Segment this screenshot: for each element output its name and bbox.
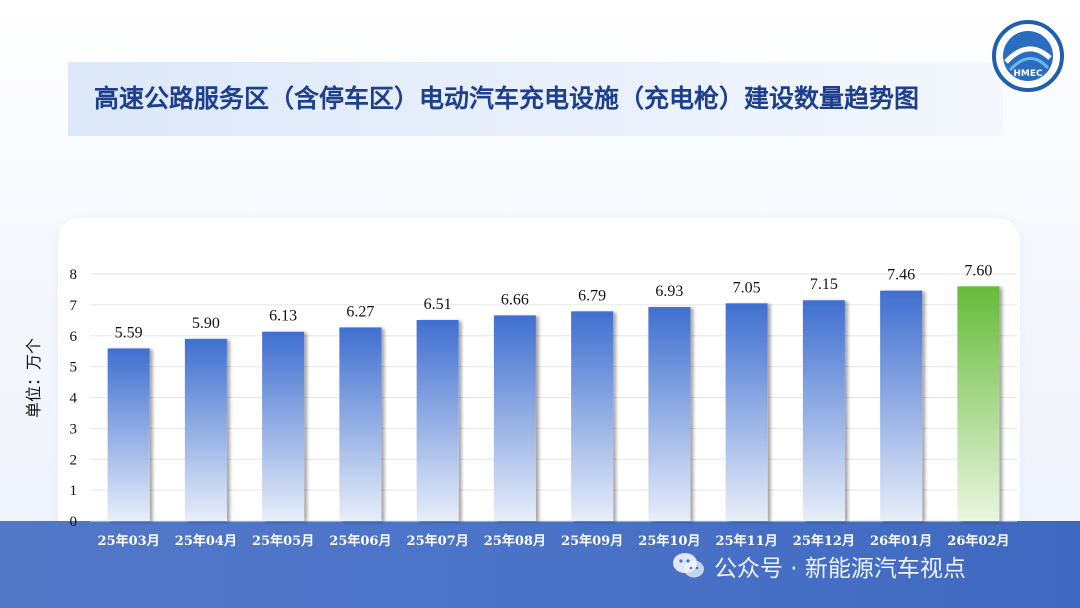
bar-25年11月 <box>725 303 768 521</box>
data-label: 7.46 <box>887 267 915 284</box>
chart-title: 高速公路服务区（含停车区）电动汽车充电设施（充电枪）建设数量趋势图 <box>94 84 920 113</box>
grid-lines <box>90 273 1017 522</box>
data-label: 5.90 <box>192 315 220 332</box>
data-label: 6.79 <box>578 287 606 304</box>
wechat-icon <box>673 553 704 578</box>
bar-25年03月 <box>107 348 150 521</box>
bottom-band <box>0 521 1080 608</box>
title-bar: 高速公路服务区（含停车区）电动汽车充电设施（充电枪）建设数量趋势图 <box>68 62 1003 136</box>
bar-26年01月 <box>880 290 923 521</box>
y-tick-label: 0 <box>70 514 78 530</box>
x-tick-label: 25年10月 <box>638 533 700 549</box>
x-tick-label: 25年11月 <box>716 533 778 549</box>
x-tick-label: 25年04月 <box>175 533 237 549</box>
data-label: 6.93 <box>655 283 683 300</box>
x-tick-label: 25年12月 <box>793 533 855 549</box>
x-tick-label: 26年01月 <box>870 533 932 549</box>
bar-25年07月 <box>416 320 459 521</box>
x-axis-ticks: 25年03月 25年04月 25年05月 25年06月 25年07月 25年08月 25年0… <box>98 533 1010 549</box>
x-tick-label: 25年05月 <box>252 533 314 549</box>
bars <box>107 286 1000 521</box>
x-tick-label: 26年02月 <box>947 533 1009 549</box>
data-label: 7.60 <box>964 262 992 279</box>
bar-26年02月 <box>957 286 1000 521</box>
y-tick-label: 8 <box>70 267 78 283</box>
data-label: 6.51 <box>424 296 452 313</box>
x-tick-label: 25年03月 <box>98 533 160 549</box>
x-tick-label: 25年09月 <box>561 533 623 549</box>
data-label: 6.66 <box>501 291 529 308</box>
bar-25年05月 <box>262 331 305 521</box>
data-label: 6.13 <box>269 308 297 325</box>
data-label: 7.05 <box>733 279 761 296</box>
y-tick-label: 4 <box>70 391 78 407</box>
data-label: 6.27 <box>346 303 374 320</box>
data-label: 7.15 <box>810 276 838 293</box>
y-tick-label: 3 <box>70 421 78 437</box>
data-label: 5.59 <box>115 324 143 341</box>
bar-25年10月 <box>648 307 691 521</box>
y-tick-label: 7 <box>70 298 78 314</box>
x-tick-label: 25年06月 <box>329 533 391 549</box>
x-tick-label: 25年08月 <box>484 533 546 549</box>
bar-25年08月 <box>493 315 536 521</box>
hmec-logo-icon: HMEC <box>992 20 1064 92</box>
data-labels: 5.59 5.90 6.13 6.27 6.51 6.66 6.79 6.93 7.05 7.15… <box>115 262 993 341</box>
y-axis-ticks: 0 1 2 3 4 5 6 7 8 <box>70 267 78 530</box>
y-tick-label: 1 <box>70 483 78 499</box>
watermark-text: 公众号 · 新能源汽车视点 <box>714 556 966 582</box>
x-tick-label: 25年07月 <box>407 533 469 549</box>
bar-25年06月 <box>339 327 382 521</box>
y-tick-label: 6 <box>70 329 78 345</box>
watermark: 公众号 · 新能源汽车视点 <box>672 548 966 584</box>
y-tick-label: 5 <box>70 360 78 376</box>
bar-25年04月 <box>184 338 227 521</box>
logo-text: HMEC <box>1013 69 1043 79</box>
bar-25年12月 <box>802 300 845 521</box>
y-tick-label: 2 <box>70 452 78 468</box>
bar-25年09月 <box>571 311 614 521</box>
